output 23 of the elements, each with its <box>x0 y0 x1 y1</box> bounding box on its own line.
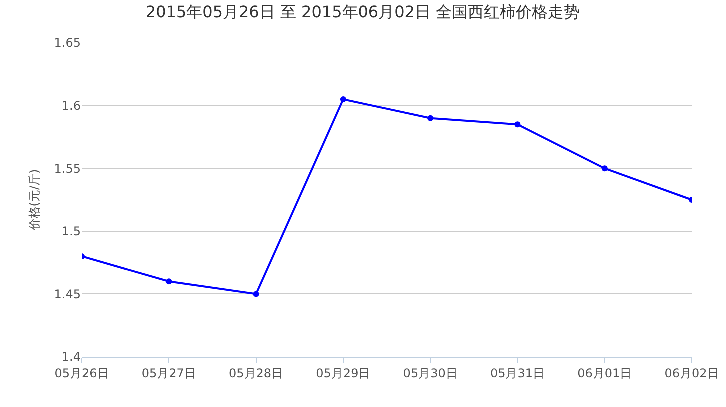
y-tick-label: 1.65 <box>54 36 81 50</box>
x-tick-label: 05月31日 <box>490 366 545 380</box>
x-tick-label: 05月26日 <box>54 366 110 380</box>
point <box>253 291 260 298</box>
x-tick-label: 06月01日 <box>578 366 632 380</box>
y-tick-label: 1.45 <box>54 287 81 302</box>
point <box>340 96 346 103</box>
x-tick-label: 05月29日 <box>316 366 371 380</box>
x-tick-label: 05月30日 <box>403 366 458 380</box>
chart-title: 2015年05月26日 至 2015年06月02日 全国西红柿价格走势 <box>146 2 580 22</box>
y-axis-title: 价格(元/斤) <box>28 169 42 232</box>
point <box>514 122 521 128</box>
y-tick-label: 1.5 <box>62 224 81 239</box>
x-tick-label: 05月27日 <box>142 366 196 380</box>
y-tick-label: 1.6 <box>62 99 81 113</box>
point <box>602 166 608 172</box>
line-series <box>82 96 692 298</box>
y-tick-label: 1.4 <box>62 350 81 364</box>
x-tick-label: 06月02日 <box>664 366 720 380</box>
point <box>166 278 172 285</box>
x-tick-label: 05月28日 <box>229 366 284 380</box>
y-tick-label: 1.55 <box>54 162 81 176</box>
point <box>428 115 434 122</box>
